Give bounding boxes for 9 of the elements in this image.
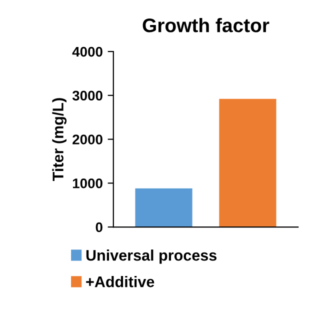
y-tick-label: 0 xyxy=(96,222,102,232)
y-tick-label: 2000 xyxy=(72,134,102,144)
y-tick-label: 3000 xyxy=(72,90,102,101)
y-tick-label: 1000 xyxy=(72,178,102,188)
y-axis-title: Titer (mg/L) xyxy=(52,98,67,181)
y-tick-label: 4000 xyxy=(72,46,102,57)
legend-label: Universal process xyxy=(86,250,216,264)
chart-title: Growth factor xyxy=(142,18,270,32)
legend-label: +Additive xyxy=(86,276,154,288)
